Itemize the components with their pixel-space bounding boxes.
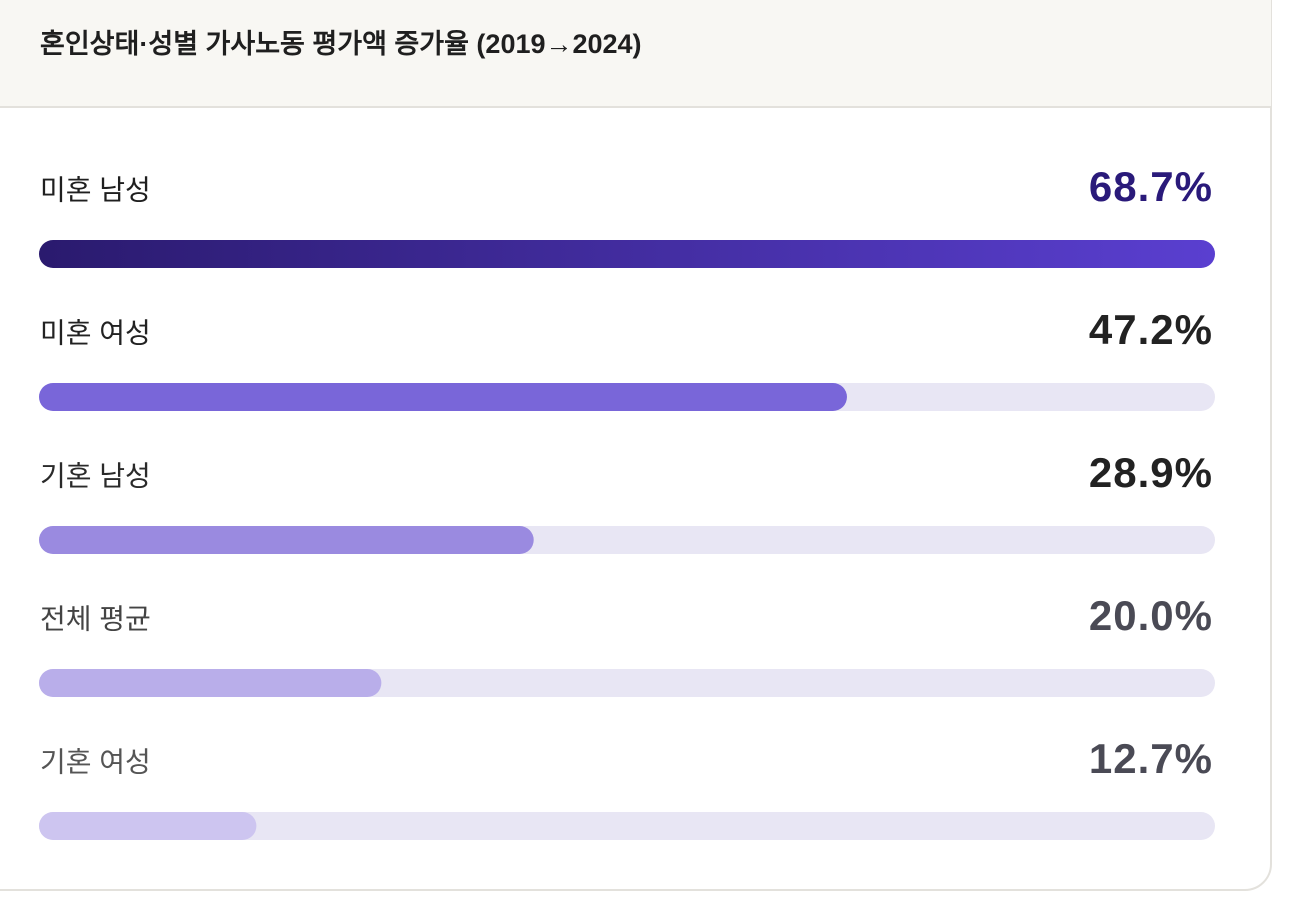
bar <box>39 669 382 697</box>
bar <box>39 526 534 554</box>
category-label: 미혼 남성 <box>40 174 151 205</box>
card <box>0 0 1272 891</box>
bar-track <box>39 812 1215 840</box>
card-header <box>0 0 1271 107</box>
chart-title: 혼인상태·성별 가사노동 평가액 증가율 (2019→2024) <box>40 29 642 59</box>
value-label: 20.0% <box>1089 592 1213 639</box>
bar <box>39 383 847 411</box>
value-label: 68.7% <box>1089 163 1213 210</box>
value-label: 12.7% <box>1089 735 1213 782</box>
category-label: 미혼 여성 <box>40 317 151 348</box>
value-label: 47.2% <box>1089 306 1213 353</box>
bar <box>39 812 257 840</box>
category-label: 기혼 여성 <box>40 746 151 777</box>
category-label: 전체 평균 <box>40 603 151 634</box>
category-label: 기혼 남성 <box>40 460 151 491</box>
value-label: 28.9% <box>1089 449 1213 496</box>
bar <box>39 240 1215 268</box>
